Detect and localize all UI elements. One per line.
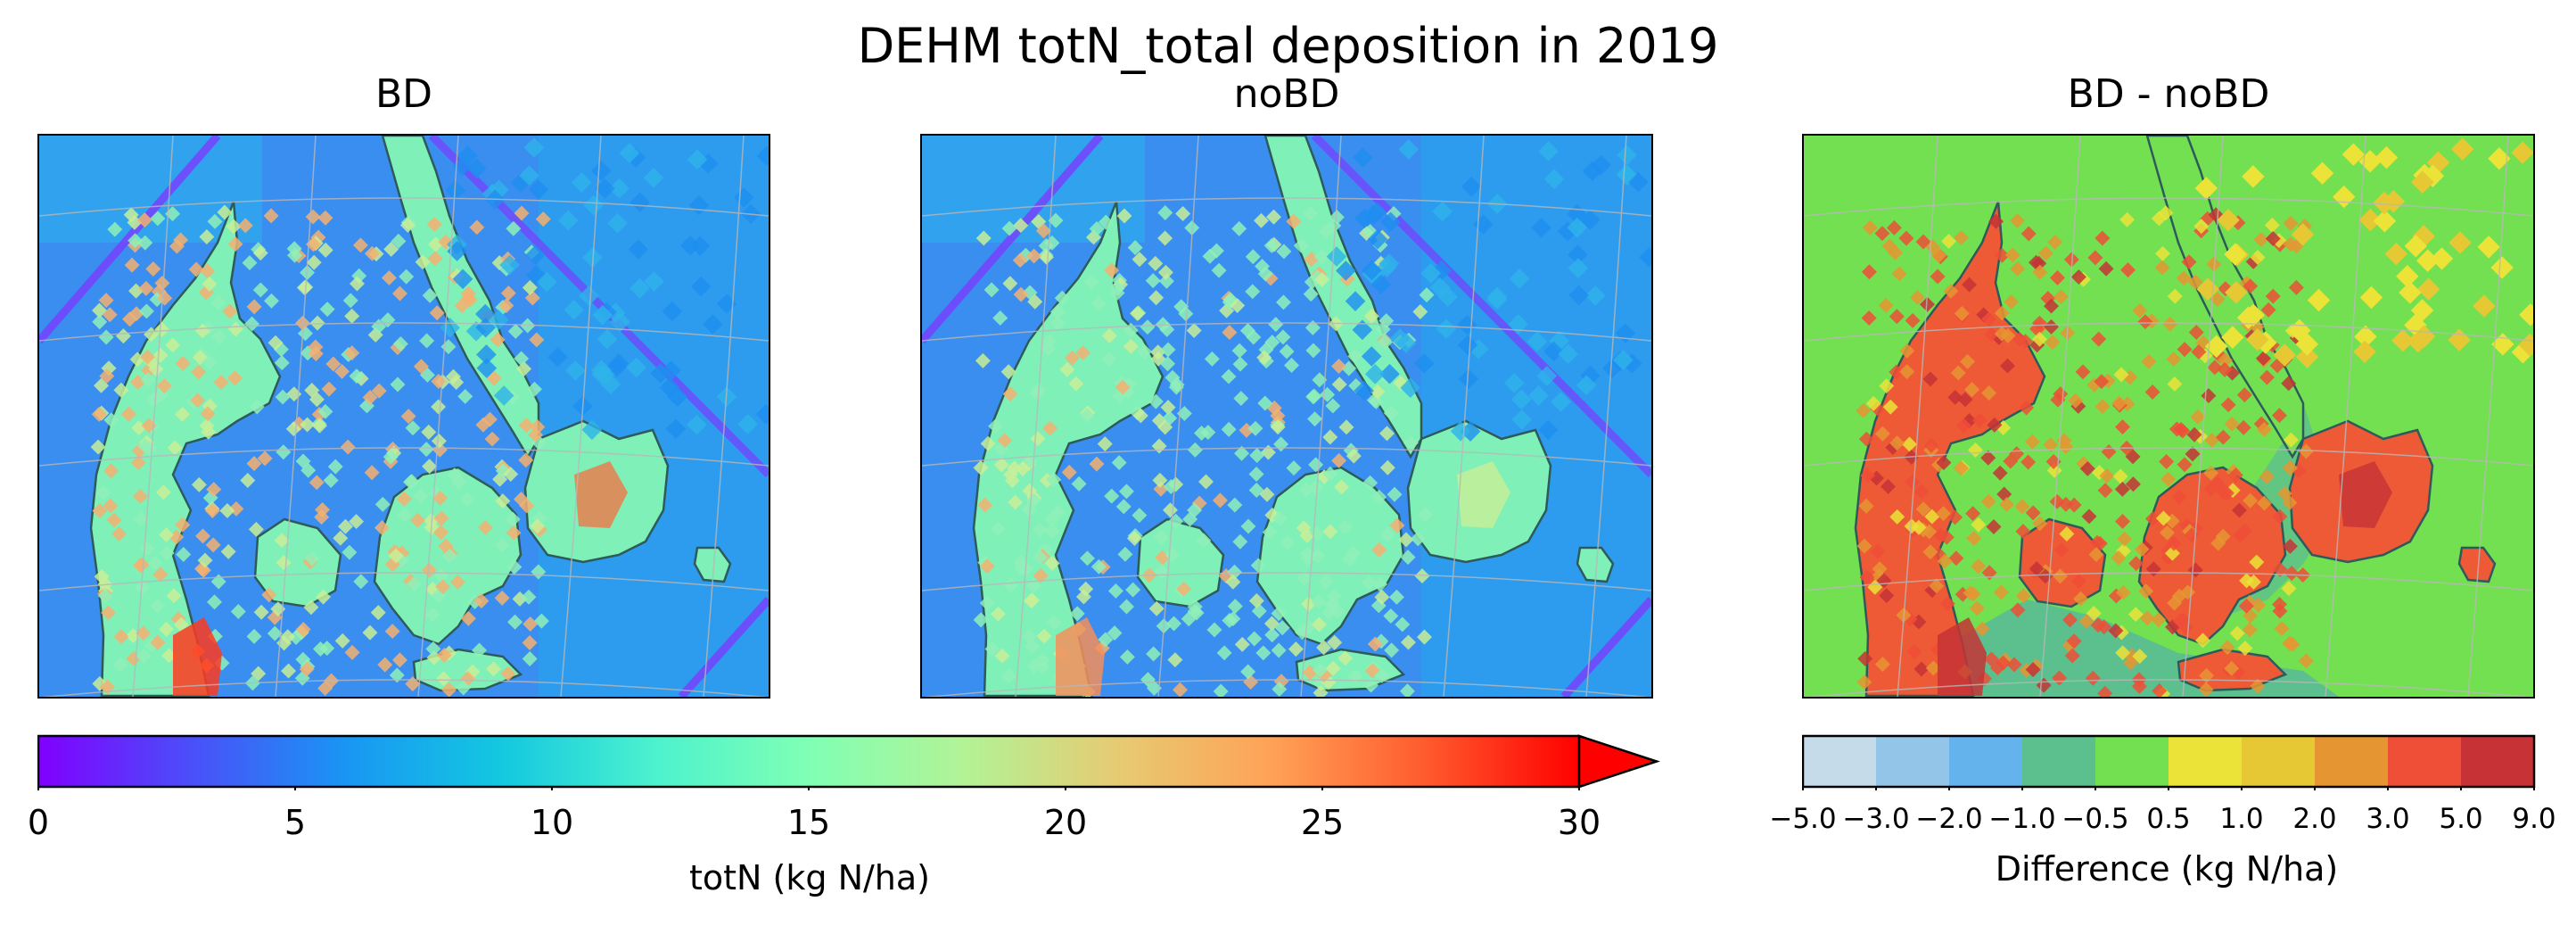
colorbar-difference-tick-label: −3.0	[1842, 803, 1910, 835]
hotspot	[1056, 617, 1105, 696]
colorbar-difference-bin	[1803, 736, 1877, 787]
panel-title-bd: BD	[374, 71, 433, 117]
colorbar-difference-tick-label: −1.0	[1988, 803, 2056, 835]
ship-lane	[1311, 136, 1651, 478]
ship-lane	[39, 136, 221, 343]
colorbar-difference-bin	[2388, 736, 2462, 787]
colorbar-difference-tick-label: 9.0	[2512, 803, 2556, 835]
map-nobd	[920, 134, 1653, 699]
colorbar-totn-gradient	[38, 736, 1579, 787]
map-bd	[37, 134, 770, 699]
colorbar-difference-bin	[2095, 736, 2169, 787]
colorbar-difference-tick-label: 1.0	[2219, 803, 2264, 835]
colorbar-difference-bin	[2242, 736, 2316, 787]
ship-lane	[678, 596, 769, 697]
colorbar-difference-bin	[1876, 736, 1950, 787]
colorbar-difference-bin	[2315, 736, 2389, 787]
colorbar-difference-tick-label: −2.0	[1915, 803, 1983, 835]
colorbar-difference-bin	[2022, 736, 2096, 787]
deposition-cells	[90, 137, 769, 697]
colorbar-difference-tick-label: 2.0	[2292, 803, 2337, 835]
colorbar-totn-tick-label: 0	[27, 803, 50, 842]
colorbar-totn-tick-label: 30	[1557, 803, 1601, 842]
graticule	[1804, 136, 2533, 697]
hotspot	[2339, 461, 2392, 528]
colorbar-difference-tick-label: 3.0	[2366, 803, 2410, 835]
colorbar-totn	[37, 733, 1661, 794]
hotspot	[574, 461, 628, 528]
graticule	[922, 136, 1651, 697]
ship-lane	[922, 136, 1104, 343]
colorbar-extend-arrow	[1577, 734, 1661, 789]
colorbar-difference-bin	[1949, 736, 2023, 787]
colorbar-difference	[1801, 733, 2537, 794]
colorbar-difference-tick-label: 0.5	[2146, 803, 2191, 835]
land-area	[2018, 517, 2107, 608]
map-diff	[1802, 134, 2535, 699]
colorbar-difference-label: Difference (kg N/ha)	[1995, 849, 2339, 889]
colorbar-totn-tick-label: 10	[530, 803, 574, 842]
hotspot	[1938, 617, 1987, 696]
colorbar-difference-bin	[2169, 736, 2243, 787]
colorbar-totn-tick-label: 20	[1043, 803, 1088, 842]
figure-title: DEHM totN_total deposition in 2019	[857, 18, 1719, 74]
colorbar-difference-tick-label: −5.0	[1769, 803, 1837, 835]
panel-title-nobd: noBD	[1233, 71, 1340, 117]
colorbar-difference-tick-label: −0.5	[2062, 803, 2129, 835]
panel-title-diff: BD - noBD	[2067, 71, 2270, 117]
land-area	[693, 546, 732, 583]
colorbar-totn-tick-label: 15	[786, 803, 831, 842]
hotspot	[1457, 461, 1510, 528]
colorbar-totn-tick-label: 5	[284, 803, 307, 842]
land-area	[1576, 546, 1615, 583]
land-area	[2457, 546, 2497, 583]
colorbar-totn-label: totN (kg N/ha)	[688, 858, 931, 897]
hotspot	[173, 617, 222, 696]
colorbar-totn-tick-label: 25	[1300, 803, 1345, 842]
colorbar-difference-bin	[2461, 736, 2535, 787]
graticule	[39, 136, 769, 697]
colorbar-difference-tick-label: 5.0	[2439, 803, 2483, 835]
ship-lane	[1560, 596, 1651, 697]
